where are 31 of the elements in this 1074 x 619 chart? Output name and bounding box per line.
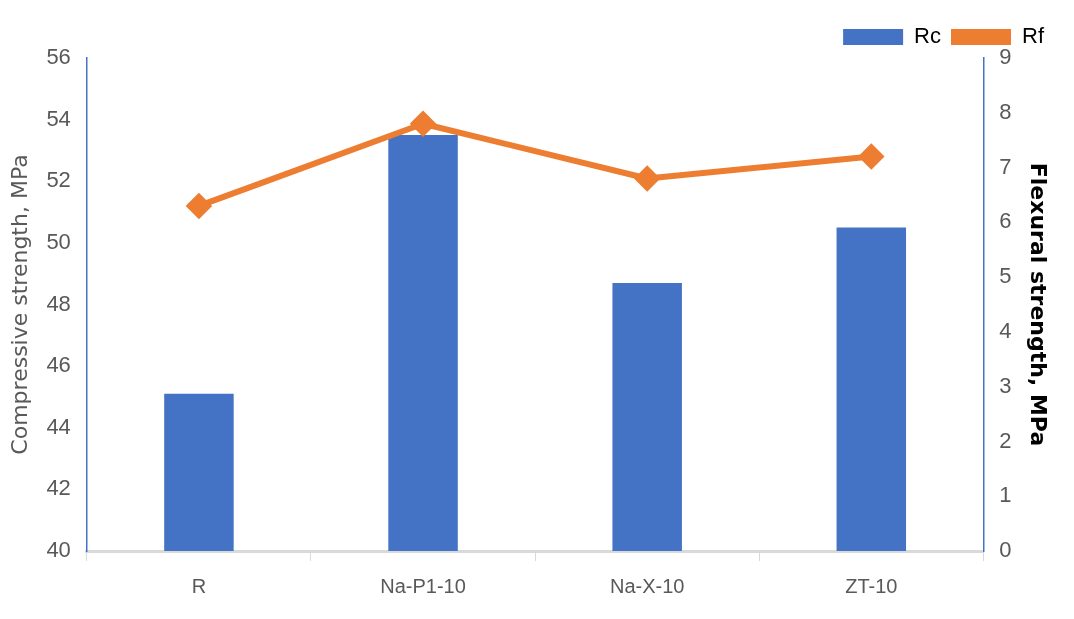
y-tick-label: 44 [46, 413, 71, 439]
point [635, 166, 660, 191]
legend-label: Rc [914, 23, 941, 49]
y-tick-label: 54 [46, 105, 71, 131]
y2-tick-label: 5 [999, 263, 1012, 289]
y2-tick-label: 8 [999, 98, 1012, 124]
y2-tick-label: 9 [999, 44, 1012, 70]
y-tick-label: 46 [46, 352, 71, 378]
y2-tick-label: 2 [999, 427, 1012, 453]
x-tick-label: ZT-10 [845, 574, 898, 597]
y-tick-label: 52 [46, 167, 71, 193]
y2-tick-label: 1 [999, 482, 1012, 508]
point [186, 193, 211, 218]
y2-tick-label: 7 [999, 153, 1012, 179]
y-tick-label: 40 [46, 537, 71, 563]
y2-tick-label: 3 [999, 372, 1012, 398]
y2-tick-label: 6 [999, 208, 1012, 234]
legend-label: Rf [1022, 23, 1045, 49]
point [859, 144, 884, 169]
y-tick-label: 42 [46, 475, 71, 501]
y-tick-label: 50 [46, 228, 71, 254]
x-tick-label: R [191, 574, 207, 597]
y2-axis-title: Flexural strength, MPa [1026, 162, 1052, 447]
y-axis-title: Compressive strength, MPa [6, 154, 32, 455]
point [411, 111, 436, 136]
x-tick-label: Na-P1-10 [380, 574, 466, 597]
y-tick-label: 56 [46, 44, 71, 70]
y-tick-label: 48 [46, 290, 71, 316]
x-tick-label: Na-X-10 [609, 574, 685, 597]
y2-tick-label: 4 [999, 317, 1012, 343]
y2-tick-label: 0 [999, 537, 1012, 563]
